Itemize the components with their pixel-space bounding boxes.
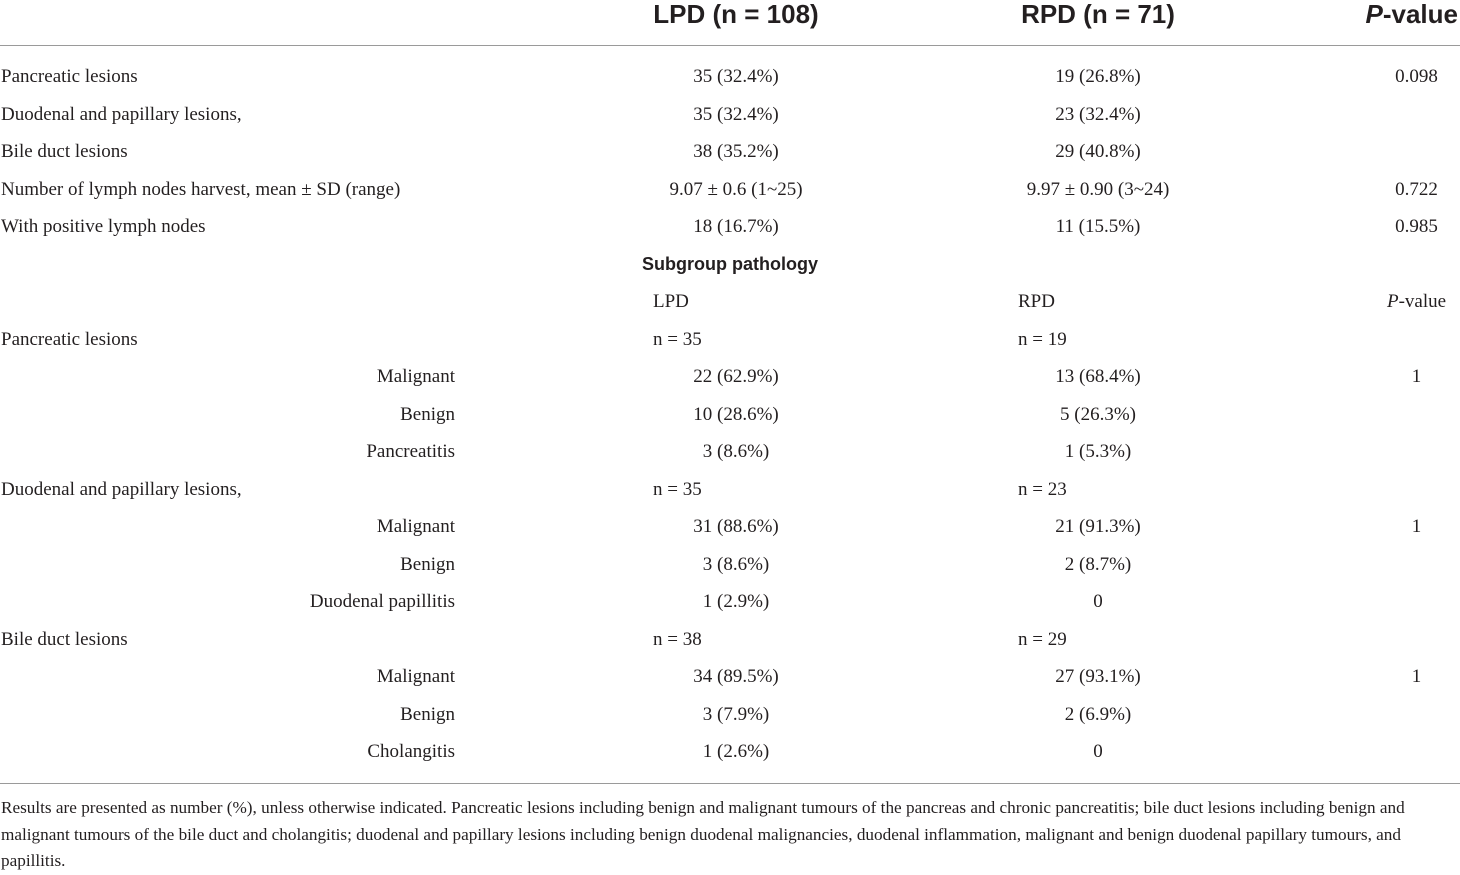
row-label: Duodenal and papillary lesions,: [1, 103, 242, 125]
table-row: Benign 3 (7.9%) 2 (6.9%): [0, 696, 1460, 734]
group-label: Duodenal and papillary lesions,: [1, 478, 242, 500]
table-row: Benign 3 (8.6%) 2 (8.7%): [0, 546, 1460, 584]
sub-label: Benign: [400, 703, 455, 725]
rpd-cell: 1 (5.3%): [1064, 441, 1132, 462]
rpd-cell: 29 (40.8%): [1055, 141, 1141, 162]
table-body: Pancreatic lesions 35 (32.4%) 19 (26.8%)…: [0, 58, 1460, 771]
table-row: Number of lymph nodes harvest, mean ± SD…: [0, 171, 1460, 209]
rpd-cell: 9.97 ± 0.90 (3~24): [1026, 178, 1170, 200]
header-rule: [0, 45, 1460, 46]
lpd-cell: 1 (2.6%): [702, 741, 770, 762]
lpd-n-cell: n = 35: [653, 478, 702, 500]
sub-label: Benign: [400, 553, 455, 575]
table-row: Duodenal and papillary lesions, 35 (32.4…: [0, 96, 1460, 134]
lpd-cell: 18 (16.7%): [693, 216, 779, 237]
rpd-cell: 23 (32.4%): [1055, 103, 1141, 125]
lpd-cell: 38 (35.2%): [693, 141, 779, 162]
table-row: Bile duct lesions 38 (35.2%) 29 (40.8%): [0, 133, 1460, 171]
lpd-cell: 35 (32.4%): [693, 103, 779, 125]
subgroup-column-header-row: LPD RPD P-value: [0, 283, 1460, 321]
table-row: Pancreatic lesions 35 (32.4%) 19 (26.8%)…: [0, 58, 1460, 96]
subgroup-title: Subgroup pathology: [642, 253, 818, 274]
table-row: Pancreatitis 3 (8.6%) 1 (5.3%): [0, 433, 1460, 471]
group-label: Pancreatic lesions: [1, 328, 138, 350]
header-p-value: P-value: [1366, 0, 1459, 36]
rpd-cell: 2 (6.9%): [1064, 703, 1132, 725]
sub-label: Malignant: [376, 366, 455, 387]
header-p-rest: -value: [1382, 0, 1458, 29]
rpd-n-cell: n = 19: [1018, 328, 1067, 350]
lpd-cell: 35 (32.4%): [693, 66, 779, 87]
sub-label: Pancreatitis: [366, 441, 455, 462]
header-rpd: RPD (n = 71): [1021, 0, 1175, 29]
sub-label: Benign: [400, 403, 455, 425]
footer-rule: [0, 783, 1460, 784]
lpd-cell: 1 (2.9%): [702, 591, 770, 612]
lpd-n-cell: n = 35: [653, 328, 702, 350]
group-label: Bile duct lesions: [1, 628, 128, 650]
rpd-cell: 13 (68.4%): [1055, 366, 1141, 387]
lpd-cell: 3 (7.9%): [702, 703, 770, 725]
rpd-n-cell: n = 29: [1018, 628, 1067, 650]
table-row: Malignant 31 (88.6%) 21 (91.3%) 1: [0, 508, 1460, 546]
rpd-cell: 19 (26.8%): [1055, 66, 1141, 87]
rpd-cell: 5 (26.3%): [1060, 403, 1136, 425]
subgroup-col-p-value: P-value: [1376, 283, 1457, 321]
p-value-cell: 1: [1411, 666, 1422, 687]
table-row: Malignant 34 (89.5%) 27 (93.1%) 1: [0, 658, 1460, 696]
lpd-cell: 3 (8.6%): [702, 441, 770, 462]
row-label: Number of lymph nodes harvest, mean ± SD…: [1, 178, 401, 200]
row-label: With positive lymph nodes: [1, 216, 206, 237]
table-row: Malignant 22 (62.9%) 13 (68.4%) 1: [0, 358, 1460, 396]
sub-label: Cholangitis: [367, 741, 455, 762]
table-row: With positive lymph nodes 18 (16.7%) 11 …: [0, 208, 1460, 246]
p-value-cell: 0.985: [1395, 216, 1438, 237]
sub-label: Malignant: [376, 666, 455, 687]
p-value-cell: 1: [1411, 366, 1422, 387]
p-value-cell: 1: [1411, 516, 1422, 537]
subgroup-col-lpd: LPD: [653, 291, 689, 312]
table-row: Duodenal papillitis 1 (2.9%) 0: [0, 583, 1460, 621]
rpd-cell: 11 (15.5%): [1055, 216, 1141, 237]
lpd-cell: 10 (28.6%): [693, 403, 779, 425]
group-row: Bile duct lesions n = 38 n = 29: [0, 621, 1460, 659]
table-footnote: Results are presented as number (%), unl…: [1, 798, 1405, 870]
subgroup-col-rpd: RPD: [1018, 291, 1055, 312]
rpd-cell: 0: [1093, 741, 1103, 762]
lpd-cell: 3 (8.6%): [702, 553, 770, 575]
rpd-cell: 0: [1093, 591, 1103, 612]
lpd-cell: 9.07 ± 0.6 (1~25): [669, 178, 803, 200]
table-row: Cholangitis 1 (2.6%) 0: [0, 733, 1460, 771]
p-value-cell: 0.098: [1395, 66, 1438, 87]
rpd-n-cell: n = 23: [1018, 478, 1067, 500]
group-row: Duodenal and papillary lesions, n = 35 n…: [0, 471, 1460, 509]
header-lpd: LPD (n = 108): [653, 0, 819, 29]
header-p-italic: P: [1365, 0, 1383, 29]
lpd-cell: 34 (89.5%): [693, 666, 779, 687]
row-label: Pancreatic lesions: [1, 66, 138, 87]
row-label: Bile duct lesions: [1, 141, 128, 162]
lpd-cell: 22 (62.9%): [693, 366, 779, 387]
lpd-n-cell: n = 38: [653, 628, 702, 650]
subgroup-title-row: Subgroup pathology: [0, 246, 1460, 284]
table-row: Benign 10 (28.6%) 5 (26.3%): [0, 396, 1460, 434]
rpd-cell: 2 (8.7%): [1064, 553, 1132, 575]
subgroup-col-p-italic: P: [1386, 291, 1399, 312]
sub-label: Duodenal papillitis: [309, 591, 455, 612]
rpd-cell: 21 (91.3%): [1055, 516, 1141, 537]
lpd-cell: 31 (88.6%): [693, 516, 779, 537]
subgroup-col-p-rest: -value: [1398, 291, 1447, 312]
rpd-cell: 27 (93.1%): [1055, 666, 1141, 687]
p-value-cell: 0.722: [1395, 178, 1438, 200]
group-row: Pancreatic lesions n = 35 n = 19: [0, 321, 1460, 359]
sub-label: Malignant: [376, 516, 455, 537]
